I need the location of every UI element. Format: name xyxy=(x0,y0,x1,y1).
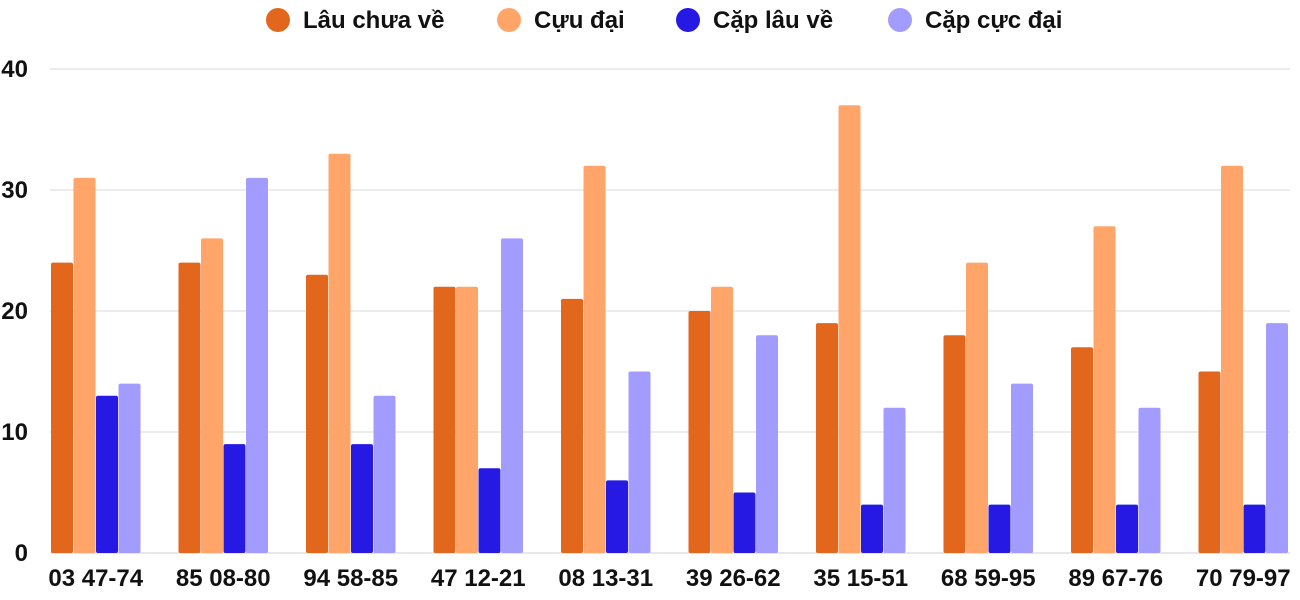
legend-marker xyxy=(497,8,521,32)
x-tick-label: 89 67-76 xyxy=(1068,565,1163,592)
x-tick-label: 70 79-97 xyxy=(1196,565,1291,592)
x-tick-label: 68 59-95 xyxy=(941,565,1036,592)
x-tick-label: 47 12-21 xyxy=(431,565,526,592)
bar xyxy=(306,274,328,553)
bar xyxy=(1093,226,1116,554)
bar xyxy=(1138,407,1161,553)
bar xyxy=(756,335,778,553)
y-tick-label: 30 xyxy=(1,177,28,204)
chart-legend: Lâu chưa về Cựu đại Cặp lâu về Cặp cực đại xyxy=(266,7,1062,34)
bar xyxy=(861,504,883,553)
bar xyxy=(51,262,73,553)
legend-label: Cặp lâu về xyxy=(713,7,833,34)
bar xyxy=(733,492,756,553)
bar xyxy=(1243,504,1266,553)
bar xyxy=(223,444,246,553)
legend-label: Cựu đại xyxy=(534,7,625,34)
bar xyxy=(583,165,606,554)
legend-item: Cặp cực đại xyxy=(888,7,1062,34)
bar xyxy=(561,298,583,553)
legend-marker xyxy=(266,8,290,32)
bar xyxy=(688,311,711,553)
y-axis-ticks: 0 10 20 30 40 xyxy=(1,56,28,567)
bar xyxy=(1011,383,1033,553)
legend-marker xyxy=(676,8,700,32)
bar xyxy=(118,383,141,553)
x-tick-label: 39 26-62 xyxy=(686,565,781,592)
legend-marker xyxy=(888,8,912,32)
bar xyxy=(1071,347,1093,553)
bar xyxy=(478,468,501,553)
bar xyxy=(96,395,118,553)
x-tick-label: 03 47-74 xyxy=(48,565,143,592)
bar xyxy=(1116,504,1138,553)
bar xyxy=(73,177,96,553)
x-axis-ticks: 03 47-74 85 08-80 94 58-85 47 12-21 08 13-31… xyxy=(48,565,1290,592)
legend-item: Lâu chưa về xyxy=(266,7,444,34)
x-tick-label: 85 08-80 xyxy=(176,565,271,592)
bar xyxy=(456,286,478,553)
bar xyxy=(1266,323,1288,553)
bar xyxy=(816,323,838,553)
bar xyxy=(433,286,456,553)
legend-item: Cặp lâu về xyxy=(676,7,833,34)
bar xyxy=(988,504,1011,553)
bar xyxy=(943,335,966,553)
bar xyxy=(201,238,223,553)
bar xyxy=(838,105,861,554)
legend-item: Cựu đại xyxy=(497,7,625,34)
y-tick-label: 10 xyxy=(1,419,28,446)
bar xyxy=(178,262,201,553)
bar xyxy=(501,238,523,553)
bar xyxy=(1198,371,1221,553)
bar xyxy=(1221,165,1243,554)
bar xyxy=(628,371,651,553)
bar xyxy=(966,262,988,553)
x-tick-label: 35 15-51 xyxy=(813,565,908,592)
bar xyxy=(351,444,373,553)
bar xyxy=(328,153,351,553)
x-tick-label: 94 58-85 xyxy=(303,565,398,592)
legend-label: Lâu chưa về xyxy=(303,7,444,34)
bar xyxy=(883,407,906,553)
bars xyxy=(51,105,1288,554)
x-tick-label: 08 13-31 xyxy=(558,565,653,592)
y-tick-label: 20 xyxy=(1,298,28,325)
bar xyxy=(246,177,268,553)
y-tick-label: 0 xyxy=(15,540,28,567)
bar xyxy=(711,286,733,553)
y-tick-label: 40 xyxy=(1,56,28,83)
bar xyxy=(373,395,396,553)
bar xyxy=(606,480,628,553)
legend-label: Cặp cực đại xyxy=(925,7,1062,34)
